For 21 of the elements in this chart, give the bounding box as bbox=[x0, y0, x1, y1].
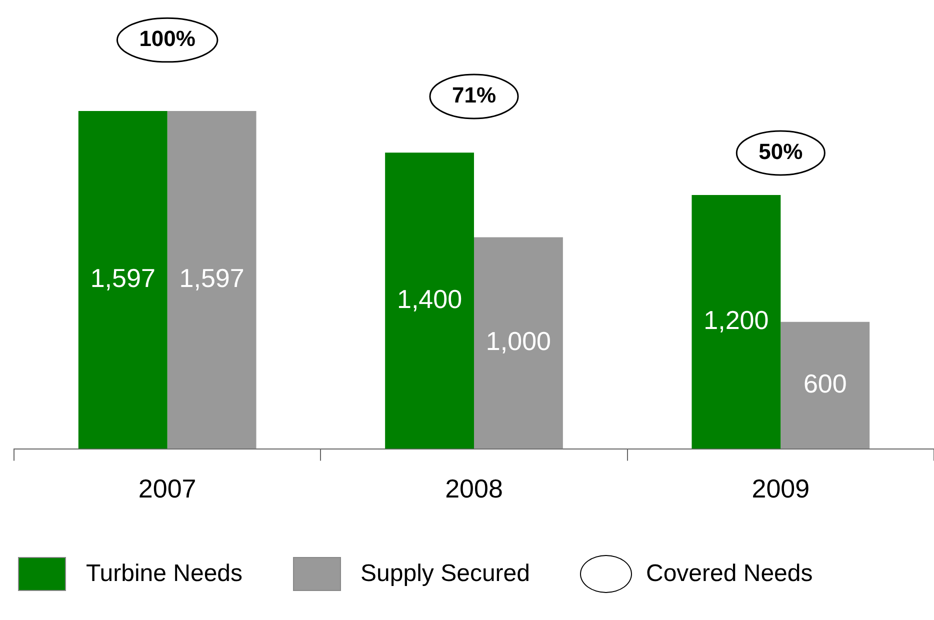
bar bbox=[167, 111, 256, 449]
data-label: 1,000 bbox=[486, 326, 552, 356]
text: 100% bbox=[139, 26, 196, 52]
text: Covered Needs bbox=[646, 560, 813, 588]
data-label: 1,597 bbox=[90, 263, 156, 294]
data-label: 600 bbox=[803, 368, 847, 399]
data-label: 1,597 bbox=[179, 263, 244, 294]
x-tick-label: 2008 bbox=[445, 474, 503, 504]
bar bbox=[692, 194, 781, 449]
data-label: 1,200 bbox=[704, 305, 769, 336]
data-label: 1,400 bbox=[396, 284, 462, 314]
bar bbox=[780, 322, 870, 449]
annotation: 50% bbox=[758, 139, 803, 164]
bar bbox=[385, 152, 474, 449]
x-tick-label: 2009 bbox=[752, 474, 810, 504]
bar bbox=[78, 111, 168, 449]
text: 71% bbox=[452, 82, 496, 108]
legend-label: Supply Secured bbox=[360, 560, 530, 588]
bar bbox=[474, 237, 563, 449]
legend-label: Turbine Needs bbox=[86, 560, 243, 588]
x-tick-label: 2007 bbox=[138, 474, 196, 504]
